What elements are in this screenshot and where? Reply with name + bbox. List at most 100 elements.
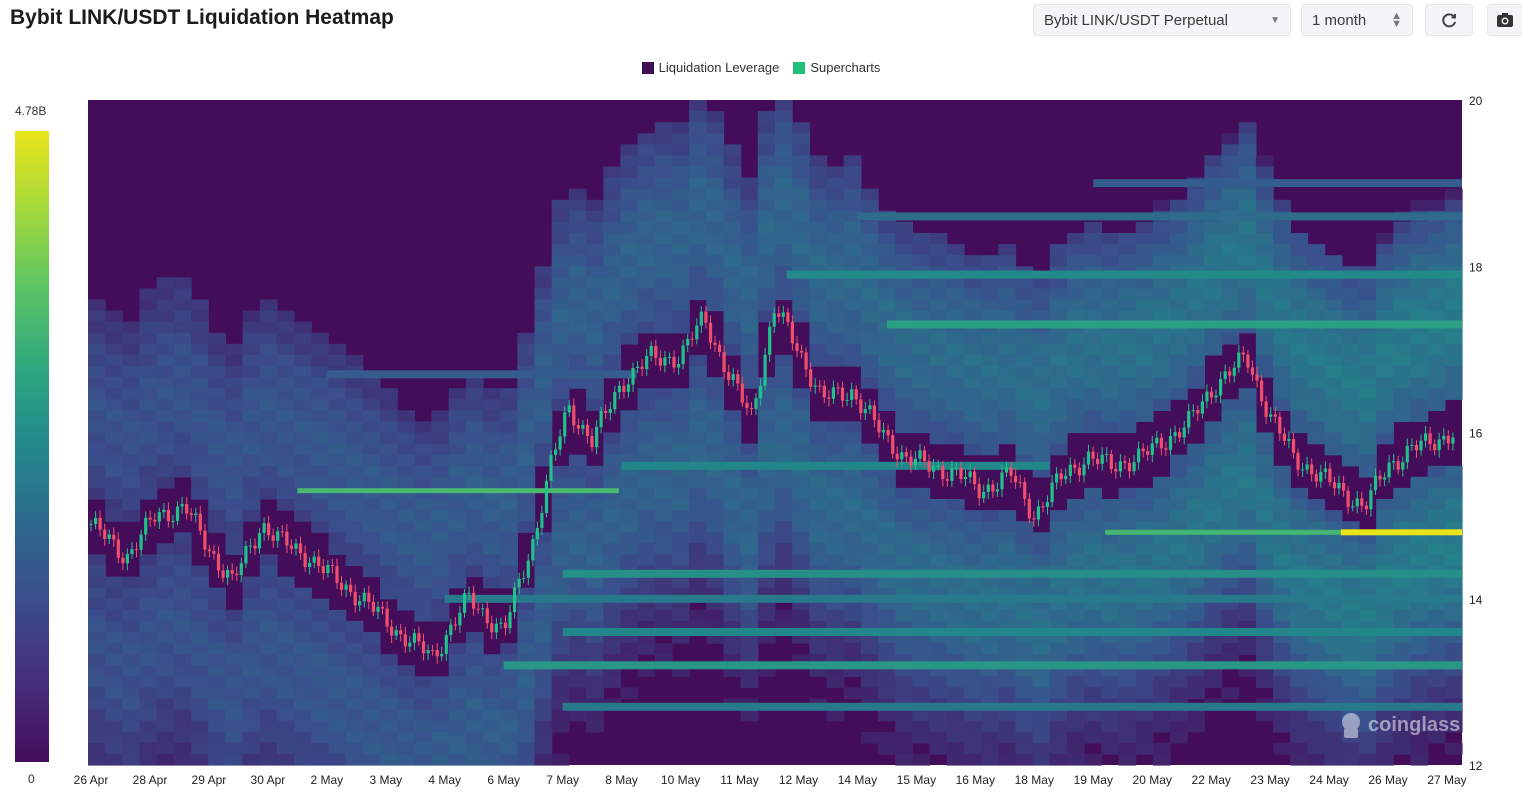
heat-cell (1427, 343, 1446, 356)
heat-cell (1221, 299, 1240, 312)
heat-cell (1084, 354, 1102, 367)
heat-cell (740, 443, 759, 456)
heat-cell (414, 554, 433, 567)
heat-cell (1444, 244, 1463, 256)
heat-cell (792, 454, 810, 467)
heat-cell (517, 487, 536, 500)
candle-body (226, 570, 230, 578)
heat-cell (723, 443, 742, 456)
candle-body (1191, 410, 1195, 412)
heat-cell (380, 487, 398, 500)
heat-cell (1101, 654, 1120, 666)
heat-cell (551, 565, 570, 578)
heat-cell (1049, 643, 1068, 655)
heat-cell (792, 255, 810, 267)
candle-body (257, 533, 262, 549)
candle-body (431, 650, 435, 652)
heat-cell (603, 510, 622, 522)
heat-cell (328, 643, 347, 655)
heat-cell (242, 742, 261, 755)
heat-cell (483, 698, 501, 711)
heat-cell (981, 443, 999, 456)
heat-cell (122, 332, 141, 345)
heat-cell (1376, 532, 1394, 544)
heat-cell (225, 510, 244, 522)
heat-cell (465, 476, 484, 489)
heat-cell (654, 122, 673, 134)
heat-cell (1032, 543, 1051, 555)
heat-cell (826, 487, 845, 500)
heat-cell (1238, 388, 1257, 400)
heat-cell (586, 465, 604, 478)
heat-cell (586, 620, 604, 633)
heat-cell (105, 742, 123, 755)
heat-cell (122, 421, 141, 434)
heat-cell (191, 687, 209, 700)
heat-cell (1427, 332, 1446, 345)
heat-cell (895, 620, 913, 633)
heat-cell (912, 687, 931, 700)
heat-cell (1290, 421, 1309, 434)
heat-cell (586, 487, 604, 500)
candle-body (1141, 448, 1145, 452)
heat-cell (1393, 587, 1412, 600)
heat-cell (586, 676, 604, 688)
candle-body (804, 352, 808, 370)
heat-cell (191, 587, 209, 600)
heat-cell (981, 687, 999, 700)
heat-cell (242, 609, 261, 622)
legend-item-liquidation-leverage[interactable]: Liquidation Leverage (641, 60, 779, 75)
heat-cell (689, 144, 707, 156)
heat-cell (1084, 255, 1102, 267)
heat-cell (1324, 388, 1343, 400)
heat-cell (328, 421, 347, 434)
heat-cell (1170, 687, 1188, 700)
heat-cell (1221, 244, 1240, 256)
heat-cell (1221, 521, 1240, 533)
heat-cell (1187, 354, 1205, 367)
heat-cell (380, 731, 398, 744)
heat-cell (1152, 299, 1171, 312)
heat-cell (276, 698, 295, 711)
refresh-button[interactable] (1425, 4, 1473, 36)
heat-cell (946, 709, 965, 722)
heat-cell (345, 532, 364, 544)
timeframe-select[interactable]: 1 month ▲ ▼ (1301, 4, 1413, 36)
legend-item-supercharts[interactable]: Supercharts (793, 60, 880, 75)
heat-cell (1118, 632, 1137, 644)
heat-cell (156, 587, 175, 600)
heat-cell (259, 410, 278, 422)
heat-cell (483, 499, 501, 511)
candle-body (440, 653, 444, 657)
heat-cell (809, 499, 828, 511)
screenshot-button[interactable] (1487, 4, 1522, 36)
exchange-pair-select[interactable]: Bybit LINK/USDT Perpetual ▼ (1033, 4, 1291, 36)
heat-cell (826, 676, 845, 688)
heat-cell (1444, 499, 1463, 511)
heat-cell (139, 377, 158, 389)
heat-cell (448, 753, 467, 766)
heat-cell (1152, 487, 1171, 500)
heat-cell (139, 598, 158, 611)
candle-body (1410, 445, 1414, 446)
heat-cell (122, 753, 141, 766)
candle-body (740, 383, 744, 403)
heat-cell (551, 709, 570, 722)
heat-cell (1238, 554, 1257, 567)
camera-icon (1497, 13, 1513, 27)
heat-cell (1376, 665, 1394, 677)
candle-body (308, 562, 312, 567)
heat-cell (465, 487, 484, 500)
heat-cell (586, 199, 604, 212)
heat-cell (843, 221, 862, 234)
candle-body (1164, 448, 1168, 450)
heat-cell (654, 255, 673, 267)
heat-cell (929, 532, 948, 544)
heat-cell (998, 332, 1017, 345)
heat-cell (1118, 731, 1137, 744)
heat-cell (1410, 709, 1429, 722)
heat-cell (1015, 609, 1034, 622)
heat-cell (139, 742, 158, 755)
heat-cell (414, 742, 433, 755)
